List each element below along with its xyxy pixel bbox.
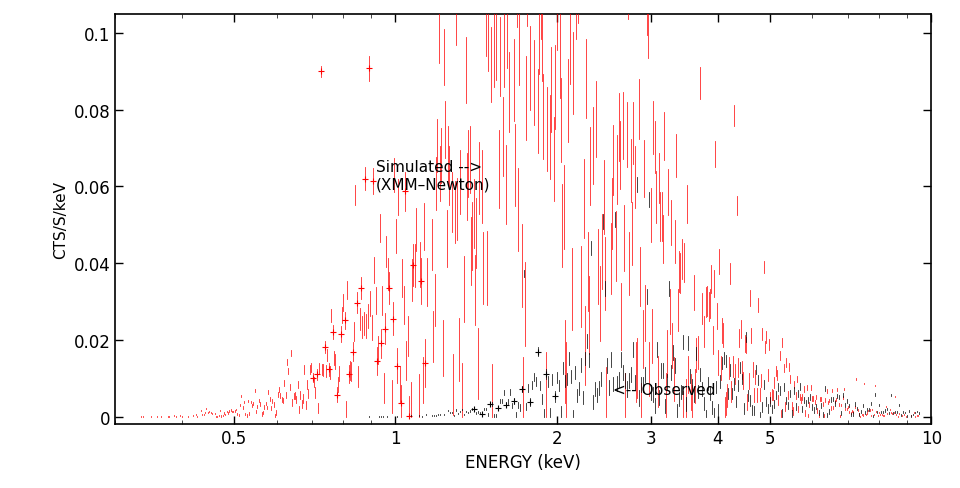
Y-axis label: CTS/S/keV: CTS/S/keV [53,181,68,259]
Text: Simulated -->
(XMM–Newton): Simulated --> (XMM–Newton) [376,160,491,192]
Text: <-- Observed: <-- Observed [613,383,716,398]
X-axis label: ENERGY (keV): ENERGY (keV) [466,453,581,471]
